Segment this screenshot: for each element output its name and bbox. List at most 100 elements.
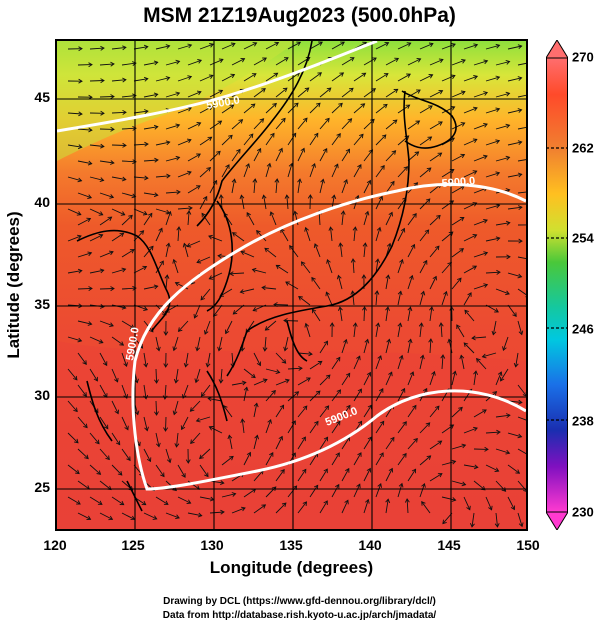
streamline-segment — [341, 436, 350, 450]
streamline-arrowhead — [472, 170, 478, 175]
streamline-arrowhead — [307, 194, 313, 199]
streamline-segment — [287, 485, 297, 498]
streamline-segment — [77, 252, 92, 258]
streamline-segment — [99, 480, 112, 490]
streamline-arrowhead — [153, 192, 159, 198]
y-axis-label: Latitude (degrees) — [4, 211, 23, 359]
streamline-segment — [177, 44, 192, 50]
streamline-segment — [429, 59, 444, 66]
streamline-arrowhead — [228, 134, 233, 140]
streamline-segment — [225, 320, 233, 334]
streamline-arrowhead — [274, 178, 280, 183]
streamline-arrowhead — [264, 326, 270, 331]
streamline-arrowhead — [132, 61, 137, 66]
streamline-arrowhead — [336, 389, 342, 394]
streamline-segment — [155, 141, 170, 146]
streamline-segment — [77, 352, 87, 365]
streamline-segment — [223, 405, 233, 418]
streamline-segment — [121, 320, 135, 329]
streamline-arrowhead — [186, 242, 192, 248]
contour-label: 5900.0 — [205, 94, 240, 112]
streamline-segment — [476, 358, 487, 370]
streamline-segment — [441, 106, 455, 114]
streamline-arrowhead — [241, 506, 246, 512]
streamline-arrowhead — [251, 267, 257, 273]
streamline-segment — [155, 336, 160, 351]
streamline-segment — [199, 74, 213, 82]
streamline-segment — [507, 432, 522, 438]
streamline-arrowhead — [180, 425, 186, 431]
streamline-segment — [67, 270, 82, 274]
streamline-segment — [67, 208, 81, 216]
streamline-arrowhead — [250, 103, 256, 109]
streamline-arrowhead — [173, 378, 179, 384]
streamline-arrowhead — [289, 244, 294, 250]
streamline-segment — [231, 381, 246, 386]
streamline-arrowhead — [254, 434, 260, 440]
streamline-segment — [353, 356, 361, 370]
streamline-segment — [311, 277, 321, 290]
streamline-arrowhead — [272, 102, 277, 108]
streamline-segment — [507, 141, 522, 146]
streamline-arrowhead — [100, 303, 105, 309]
streamline-arrowhead — [119, 232, 125, 237]
streamline-arrowhead — [381, 134, 387, 140]
streamline-arrowhead — [356, 355, 361, 361]
streamline-arrowhead — [428, 105, 433, 110]
streamline-arrowhead — [273, 72, 279, 77]
streamline-segment — [341, 500, 349, 514]
streamline-segment — [253, 57, 267, 66]
streamline-arrowhead — [294, 391, 300, 396]
streamline-segment — [375, 165, 385, 178]
streamline-segment — [419, 355, 424, 370]
streamline-segment — [187, 153, 201, 162]
streamline-arrowhead — [336, 356, 341, 362]
streamline-segment — [220, 368, 223, 383]
streamline-segment — [441, 354, 444, 370]
streamline-arrowhead — [392, 119, 398, 124]
streamline-segment — [221, 104, 234, 114]
streamline-arrowhead — [300, 261, 306, 266]
streamline-segment — [309, 390, 321, 402]
streamline-segment — [280, 228, 289, 242]
streamline-segment — [385, 372, 393, 386]
streamline-arrowhead — [320, 178, 325, 184]
streamline-segment — [463, 292, 472, 306]
streamline-segment — [232, 232, 245, 242]
streamline-segment — [270, 211, 277, 226]
streamline-arrowhead — [505, 123, 511, 129]
streamline-arrowhead — [311, 162, 316, 168]
streamline-segment — [231, 58, 245, 66]
streamline-arrowhead — [114, 377, 119, 383]
streamline-segment — [441, 169, 455, 178]
warm-region-south — [57, 341, 526, 529]
streamline-arrowhead — [323, 340, 328, 346]
streamline-segment — [297, 87, 309, 98]
streamline-arrowhead — [451, 42, 456, 48]
streamline-arrowhead — [434, 245, 440, 251]
streamline-arrowhead — [77, 177, 83, 183]
streamline-arrowhead — [269, 211, 275, 217]
streamline-segment — [507, 496, 515, 510]
streamline-segment — [133, 208, 148, 215]
streamline-arrowhead — [230, 73, 236, 79]
streamline-segment — [495, 222, 510, 226]
streamline-arrowhead — [274, 41, 280, 47]
streamline-segment — [451, 248, 464, 258]
streamline-arrowhead — [315, 102, 321, 108]
streamline-segment — [429, 371, 435, 386]
streamline-segment — [275, 502, 287, 514]
streamline-segment — [133, 78, 148, 82]
streamline-arrowhead — [517, 44, 523, 50]
graticule — [57, 41, 526, 529]
streamline-arrowhead — [494, 308, 499, 313]
streamline-segment — [276, 265, 289, 274]
streamline-arrowhead — [93, 376, 98, 382]
streamline-arrowhead — [218, 58, 224, 63]
streamline-segment — [429, 276, 437, 290]
streamline-segment — [165, 156, 180, 162]
streamline-segment — [187, 512, 202, 517]
streamline-arrowhead — [202, 195, 208, 201]
streamline-arrowhead — [331, 194, 337, 200]
streamline-arrowhead — [302, 405, 308, 411]
